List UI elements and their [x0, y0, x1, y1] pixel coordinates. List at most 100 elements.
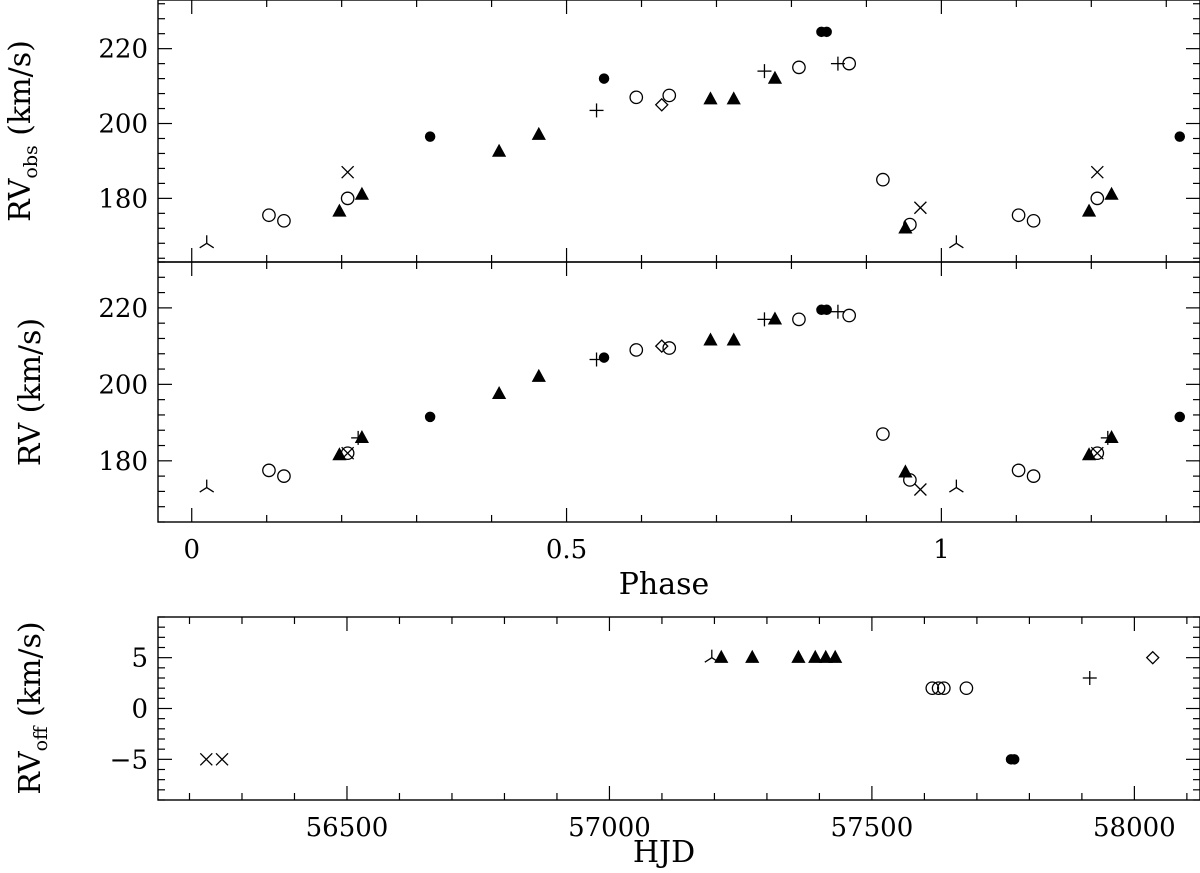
x-tick-label: 0 — [183, 535, 200, 565]
data-point-circle-open — [931, 681, 946, 696]
panel-rv-obs: 180 200 220 RVobs (km/s) — [3, 0, 1200, 263]
data-point-circle-open — [959, 681, 974, 696]
data-point-circle-filled — [424, 131, 436, 142]
data-point-circle-open — [662, 88, 677, 103]
data-point-tri-down — [199, 235, 215, 249]
data-point-tri-down — [199, 479, 215, 493]
data-point-triangle-filled — [828, 649, 843, 663]
y-tick-label: 200 — [98, 110, 148, 140]
y-axis-label: RVoff (km/s) — [13, 621, 52, 794]
data-point-triangle-filled — [767, 311, 783, 325]
data-point-cross — [1090, 446, 1104, 460]
data-point-triangle-filled — [491, 386, 507, 400]
y-tick-label: −5 — [110, 745, 148, 775]
data-point-circle-open — [1011, 463, 1026, 478]
data-point-triangle-filled — [354, 430, 369, 444]
data-point-cross — [1090, 165, 1104, 179]
data-point-circle-open — [1090, 191, 1105, 206]
y-tick-label: 180 — [98, 447, 148, 477]
data-point-circle-open — [262, 208, 276, 223]
data-point-triangle-filled — [703, 91, 718, 105]
data-point-plus — [351, 430, 366, 445]
plot-frame — [157, 616, 1200, 801]
y-axis-label: RV (km/s) — [13, 318, 48, 466]
y-tick-label: 200 — [98, 370, 148, 400]
y-tick-label: 220 — [98, 35, 148, 65]
data-point-triangle-filled — [1104, 430, 1119, 444]
data-point-triangle-filled — [1081, 203, 1097, 217]
plot-frame — [157, 0, 1200, 263]
data-point-plus — [757, 64, 772, 79]
data-point-circle-open — [340, 191, 355, 206]
data-point-triangle-filled — [1104, 186, 1119, 200]
x-tick-label: 58000 — [1093, 813, 1176, 843]
data-point-circle-open — [936, 681, 951, 696]
panel-rv-off: 56500 57000 57500 58000 −5 0 5 RVoff (km/s) HJD — [13, 616, 1200, 870]
x-tick-label: 1 — [933, 535, 950, 565]
data-point-triangle-filled — [491, 143, 507, 157]
data-point-circle-open — [277, 469, 291, 483]
data-point-circle-open — [629, 343, 644, 357]
data-point-diamond-open — [654, 97, 669, 112]
data-point-triangle-filled — [818, 649, 833, 663]
data-point-plus — [830, 304, 845, 319]
data-point-plus — [1082, 671, 1097, 685]
data-point-triangle-filled — [726, 91, 741, 105]
data-point-circle-open — [1026, 469, 1041, 483]
data-point-plus — [589, 352, 604, 367]
data-point-cross — [913, 201, 927, 215]
data-point-triangle-filled — [531, 368, 546, 382]
data-point-cross — [215, 752, 229, 766]
data-point-tri-down — [949, 235, 964, 249]
data-point-plus — [589, 103, 604, 118]
data-point-triangle-filled — [703, 332, 718, 346]
data-point-circle-filled — [424, 411, 436, 423]
data-point-circle-open — [1090, 446, 1105, 461]
data-point-triangle-filled — [791, 649, 806, 663]
x-tick-label: 57500 — [831, 813, 914, 843]
y-axis-label: RVobs (km/s) — [3, 40, 42, 222]
data-point-triangle-filled — [332, 203, 347, 217]
panel-rv: 0 0.5 1 180 200 220 RV (km/s) Phase — [13, 261, 1200, 602]
data-point-diamond-open — [1145, 650, 1160, 665]
data-point-cross — [199, 752, 213, 766]
data-point-circle-open — [277, 213, 291, 228]
data-point-circle-open — [792, 312, 806, 327]
data-point-circle-filled — [598, 352, 610, 363]
data-point-tri-down — [949, 479, 964, 493]
data-point-circle-open — [842, 308, 857, 323]
x-tick-label: 0.5 — [546, 535, 587, 565]
x-tick-label: 56500 — [306, 813, 389, 843]
data-point-circle-open — [903, 217, 917, 232]
data-point-circle-open — [262, 463, 276, 478]
data-point-circle-open — [876, 172, 890, 187]
data-point-circle-filled — [598, 73, 610, 84]
data-point-circle-open — [662, 341, 677, 355]
y-tick-label: 0 — [131, 695, 148, 725]
data-point-circle-open — [340, 446, 355, 461]
data-point-circle-open — [1026, 213, 1041, 228]
y-tick-label: 220 — [98, 294, 148, 324]
data-point-diamond-open — [654, 339, 669, 354]
data-point-circle-open — [629, 90, 644, 105]
y-tick-label: 5 — [131, 644, 148, 674]
data-point-circle-filled — [821, 26, 832, 38]
data-point-circle-open — [792, 60, 806, 75]
data-point-triangle-filled — [531, 126, 546, 140]
data-point-triangle-filled — [808, 649, 823, 663]
data-point-circle-filled — [1174, 411, 1186, 423]
x-tick-label: 57000 — [568, 813, 651, 843]
data-point-triangle-filled — [767, 70, 783, 84]
x-axis-label: Phase — [619, 567, 710, 602]
data-point-plus — [1100, 430, 1115, 445]
data-point-cross — [341, 165, 355, 179]
data-point-circle-filled — [1174, 131, 1186, 142]
x-axis-label: HJD — [633, 835, 695, 870]
data-point-circle-open — [903, 473, 917, 487]
data-point-plus — [830, 56, 845, 71]
data-point-circle-filled — [1008, 754, 1020, 765]
data-point-circle-open — [925, 681, 940, 696]
data-point-circle-filled — [821, 304, 832, 316]
data-point-plus — [757, 312, 772, 327]
